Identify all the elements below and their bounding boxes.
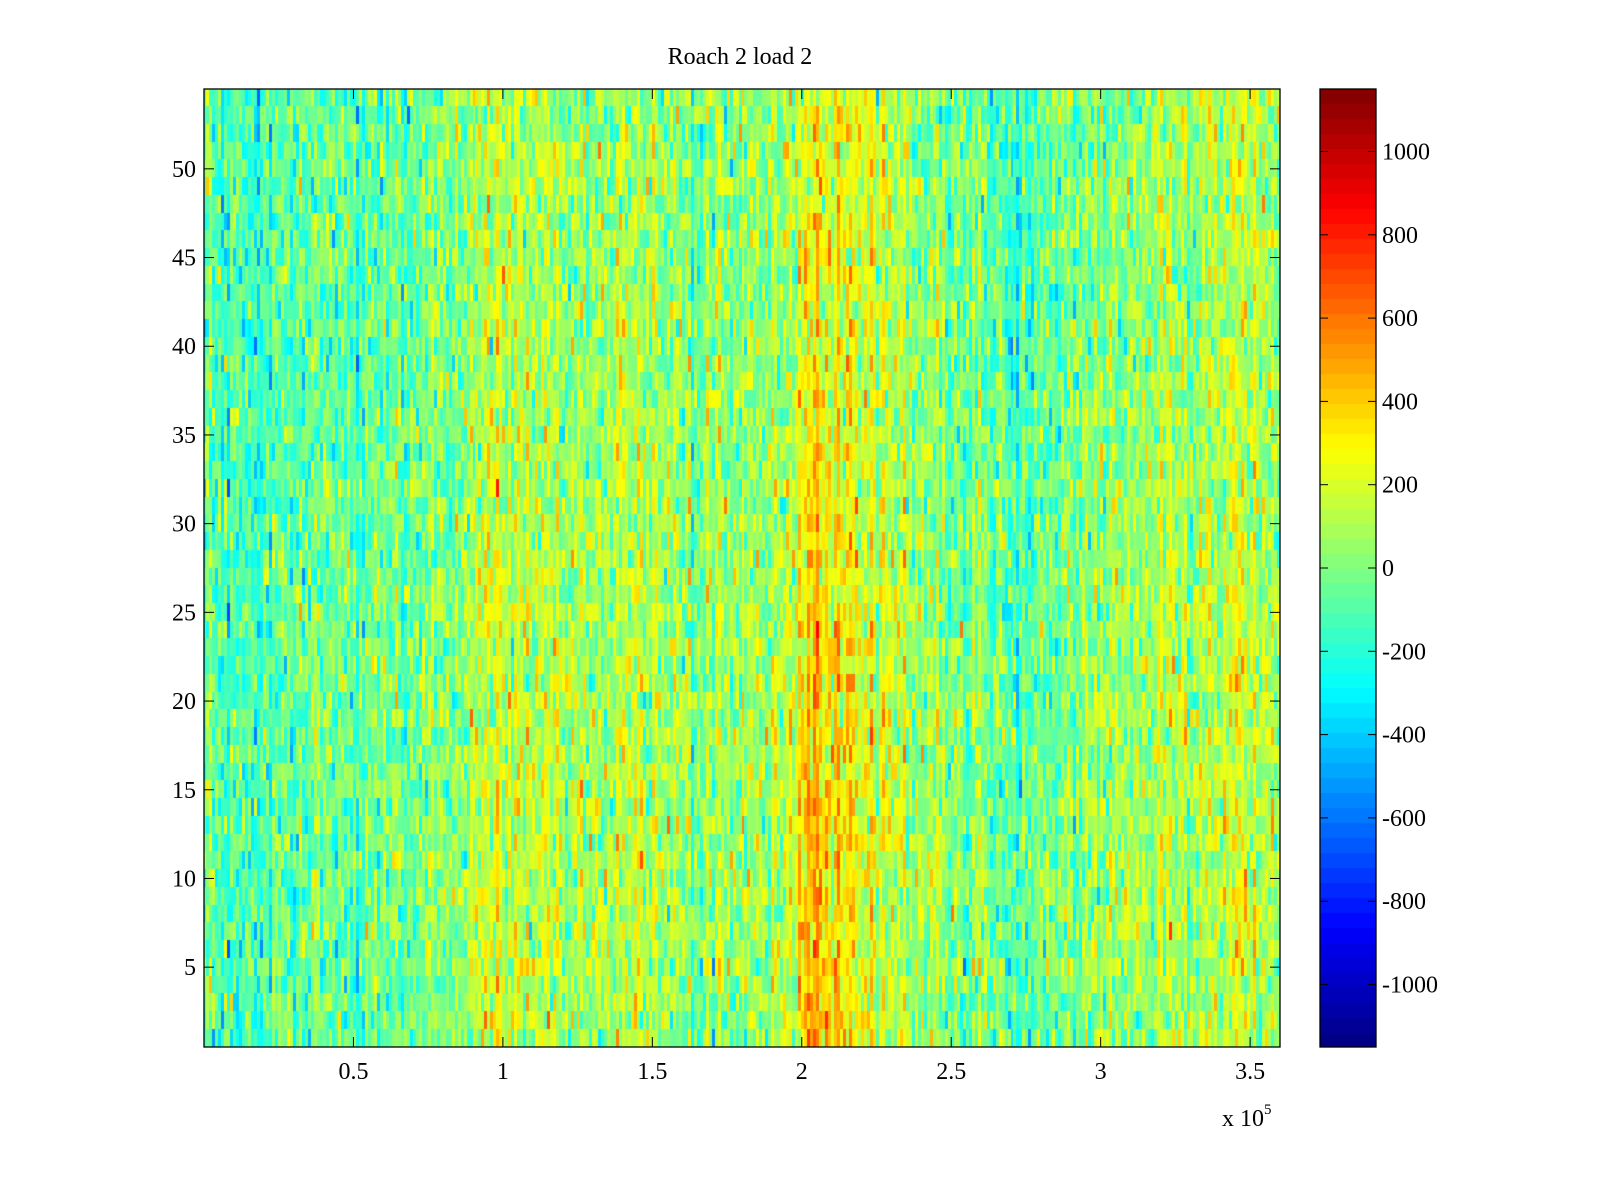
colorbar-tick-label: 200 bbox=[1382, 473, 1418, 499]
x-tick-label: 2.5 bbox=[936, 1059, 966, 1085]
x-tick-label: 0.5 bbox=[338, 1059, 368, 1085]
colorbar-tick-label: -800 bbox=[1382, 889, 1426, 915]
colorbar-tick-label: -1000 bbox=[1382, 973, 1438, 999]
y-tick-label: 45 bbox=[172, 246, 196, 272]
y-tick-label: 40 bbox=[172, 334, 196, 360]
y-tick-label: 5 bbox=[184, 955, 196, 981]
x-exponent-power: 5 bbox=[1264, 1102, 1272, 1118]
y-tick-label: 30 bbox=[172, 512, 196, 538]
x-tick-label: 2 bbox=[796, 1059, 808, 1085]
x-exponent-label: x 105 bbox=[1222, 1102, 1272, 1132]
y-tick-label: 15 bbox=[172, 778, 196, 804]
y-tick-label: 20 bbox=[172, 689, 196, 715]
x-exponent-base: x 10 bbox=[1222, 1106, 1264, 1132]
x-tick-label: 1 bbox=[497, 1059, 509, 1085]
plot-frame bbox=[203, 88, 1281, 1048]
colorbar-tick-label: -600 bbox=[1382, 806, 1426, 832]
chart-title: Roach 2 load 2 bbox=[668, 44, 813, 70]
x-axis: 0.5 1 1.5 2 2.5 3 3.5 bbox=[338, 89, 1265, 1085]
colorbar-tick-label: -400 bbox=[1382, 723, 1426, 749]
colorbar-ticks: 1000 800 600 400 200 0 -200 -400 -600 -800 -1000 bbox=[1320, 139, 1438, 999]
y-tick-label: 50 bbox=[172, 157, 196, 183]
colorbar-tick-label: 1000 bbox=[1382, 139, 1430, 165]
colorbar-gradient bbox=[1320, 89, 1376, 1047]
y-tick-label: 35 bbox=[172, 423, 196, 449]
x-tick-label: 3 bbox=[1095, 1059, 1107, 1085]
heatmap-cells bbox=[204, 89, 1280, 1047]
heatmap-plot bbox=[203, 88, 1281, 1048]
colorbar-tick-label: -200 bbox=[1382, 639, 1426, 665]
x-tick-label: 3.5 bbox=[1235, 1059, 1265, 1085]
colorbar-tick-label: 400 bbox=[1382, 389, 1418, 415]
x-tick-label: 1.5 bbox=[637, 1059, 667, 1085]
y-tick-label: 25 bbox=[172, 600, 196, 626]
colorbar-tick-label: 800 bbox=[1382, 223, 1418, 249]
y-axis: 5 10 15 20 25 30 35 40 45 50 bbox=[172, 157, 1280, 981]
colorbar-tick-label: 600 bbox=[1382, 306, 1418, 332]
colorbar: 1000 800 600 400 200 0 -200 -400 -600 -800 -1000 bbox=[1319, 88, 1438, 1048]
colorbar-tick-label: 0 bbox=[1382, 556, 1394, 582]
y-tick-label: 10 bbox=[172, 866, 196, 892]
